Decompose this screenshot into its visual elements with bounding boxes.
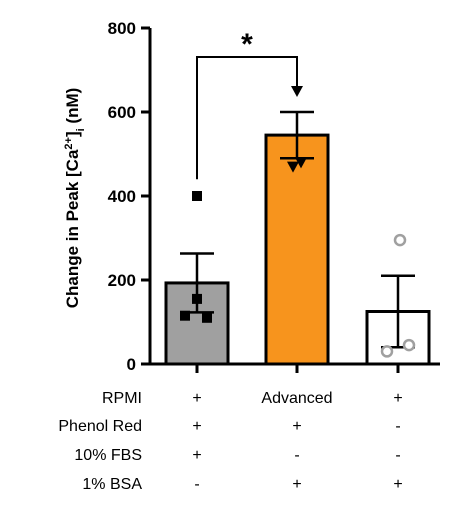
condition-label: Phenol Red — [58, 418, 142, 435]
condition-label: RPMI — [102, 390, 142, 407]
condition-table: RPMI + Advanced + Phenol Red + + - 10% FBS + - - 1% … — [58, 390, 402, 493]
y-tick-label: 800 — [108, 19, 136, 38]
y-axis-label-unit: (nM) — [63, 88, 82, 129]
y-axis-label: Change in Peak [Ca2+]i (nM) — [63, 88, 87, 309]
significance-bracket: * — [196, 28, 298, 180]
condition-value: + — [192, 390, 201, 407]
significance-star: * — [241, 28, 253, 61]
data-point — [287, 161, 299, 173]
condition-value: - — [294, 447, 299, 464]
data-point — [192, 293, 202, 304]
y-axis-label-sub: i — [75, 128, 87, 131]
y-tick-label: 400 — [108, 187, 136, 206]
y-axis-label-close: ] — [63, 131, 82, 137]
condition-value: + — [393, 390, 402, 407]
significance-line — [196, 56, 298, 180]
y-tick-label: 200 — [108, 271, 136, 290]
condition-label: 10% FBS — [74, 447, 142, 464]
data-point — [291, 86, 303, 97]
bars — [164, 86, 431, 373]
condition-value: + — [292, 476, 301, 493]
condition-value: - — [194, 476, 199, 493]
condition-value: - — [395, 447, 400, 464]
y-axis-label-main: Change in Peak [Ca — [63, 149, 82, 308]
condition-value: Advanced — [261, 390, 332, 407]
data-point — [393, 233, 407, 247]
y-axis-ticks: 0 200 400 600 800 — [108, 19, 150, 374]
data-point — [202, 312, 212, 323]
condition-value: + — [192, 418, 201, 435]
condition-value: + — [292, 418, 301, 435]
condition-value: - — [395, 418, 400, 435]
data-point — [180, 310, 190, 321]
condition-label: 1% BSA — [82, 476, 142, 493]
bar — [264, 133, 330, 366]
y-tick-label: 600 — [108, 103, 136, 122]
condition-value: + — [393, 476, 402, 493]
condition-value: + — [192, 447, 201, 464]
data-point — [380, 345, 394, 358]
data-point — [192, 191, 202, 201]
y-tick-label: 0 — [127, 355, 136, 374]
data-point — [295, 157, 307, 169]
y-axis-label-sup: 2+ — [63, 137, 75, 150]
data-point — [402, 338, 416, 352]
